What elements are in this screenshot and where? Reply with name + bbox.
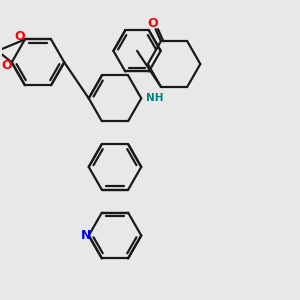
Text: O: O [14,30,25,43]
Text: O: O [148,17,158,30]
Text: O: O [1,59,12,72]
Text: NH: NH [146,93,163,103]
Text: N: N [81,229,91,242]
